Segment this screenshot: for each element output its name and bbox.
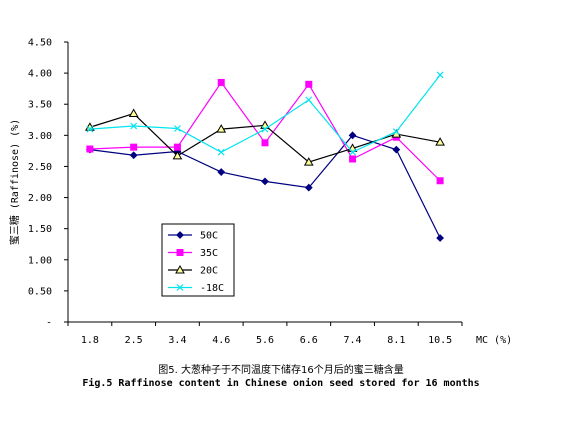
data-point-18c bbox=[86, 125, 94, 133]
marker-stroke bbox=[217, 148, 225, 156]
marker-stroke bbox=[176, 284, 184, 291]
legend-swatch-marker bbox=[176, 231, 184, 239]
x-tick-label: 8.1 bbox=[387, 335, 405, 346]
data-point-50c bbox=[304, 183, 313, 192]
legend-entry: 20C bbox=[168, 264, 218, 277]
data-point-20c bbox=[172, 150, 183, 160]
data-point-20c bbox=[128, 108, 139, 118]
marker-stroke bbox=[305, 96, 313, 104]
data-point-18c bbox=[436, 71, 444, 79]
series-line-35c bbox=[89, 81, 441, 182]
x-tick-label: 10.5 bbox=[428, 335, 452, 346]
marker-stroke bbox=[130, 122, 138, 130]
data-point-18c bbox=[261, 125, 269, 133]
data-point-50c bbox=[129, 151, 138, 160]
marker-stroke bbox=[261, 125, 269, 133]
y-tick-label: 2.50 bbox=[28, 162, 52, 173]
data-point-50c bbox=[436, 234, 445, 242]
x-tick-label: 5.6 bbox=[256, 335, 274, 346]
data-point-35c bbox=[436, 177, 444, 185]
legend-swatch-marker bbox=[176, 249, 184, 256]
y-axis-title: 蜜三糖 (Raffinose) (%) bbox=[8, 119, 21, 245]
marker-stroke bbox=[436, 71, 444, 79]
x-tick-label: 2.5 bbox=[125, 335, 143, 346]
data-point-35c bbox=[130, 143, 138, 151]
x-tick-label: 4.6 bbox=[212, 335, 230, 346]
series-20c bbox=[85, 108, 445, 166]
marker-stroke bbox=[174, 125, 181, 132]
data-point-50c bbox=[217, 168, 226, 176]
legend: 50C 35C 20C -18C bbox=[161, 223, 235, 297]
chart-axes bbox=[67, 42, 462, 323]
legend-swatch-marker bbox=[176, 284, 184, 291]
legend-swatch-marker bbox=[175, 264, 185, 274]
data-point-35c bbox=[86, 145, 94, 153]
series-line-50c bbox=[89, 134, 441, 239]
data-point-20c bbox=[216, 124, 227, 133]
y-tick-label: 3.50 bbox=[28, 100, 52, 111]
y-tick-label: 1.00 bbox=[28, 255, 52, 266]
marker-stroke bbox=[392, 128, 400, 136]
series-group bbox=[85, 71, 445, 242]
y-tick-label: 0.50 bbox=[28, 286, 52, 297]
y-tick-label: 4.00 bbox=[28, 69, 52, 80]
legend-entry: 50C bbox=[168, 231, 218, 242]
data-point-20c bbox=[435, 137, 445, 146]
series-50c bbox=[85, 131, 445, 242]
legend-label: 35C bbox=[200, 248, 218, 259]
data-point-50c bbox=[261, 177, 269, 186]
legend-entry: -18C bbox=[168, 283, 224, 294]
figure-caption-chinese: 图5. 大葱种子于不同温度下储存16个月后的蜜三糖含量 bbox=[158, 365, 404, 376]
data-point-35c bbox=[261, 139, 269, 147]
data-point-18c bbox=[174, 125, 181, 132]
data-point-35c bbox=[173, 143, 181, 151]
y-tick-label: 3.00 bbox=[28, 131, 52, 142]
y-tick-label: 1.50 bbox=[28, 224, 52, 235]
data-point-50c bbox=[392, 145, 401, 154]
legend-entry: 35C bbox=[168, 248, 218, 259]
data-point-20c bbox=[303, 157, 314, 166]
legend-label: -18C bbox=[200, 283, 224, 294]
x-tick-label: 1.8 bbox=[81, 335, 99, 346]
series-18c bbox=[86, 71, 444, 156]
marker-stroke bbox=[349, 148, 356, 156]
data-point-35c bbox=[217, 78, 225, 86]
data-point-18c bbox=[130, 122, 138, 130]
data-point-18c bbox=[392, 128, 400, 136]
figure-caption-english: Fig.5 Raffinose content in Chinese onion… bbox=[82, 378, 480, 389]
y-tick-label: 2.00 bbox=[28, 193, 52, 204]
legend-box bbox=[161, 223, 235, 297]
x-axis-ticks: 1.8 2.5 3.4 4.6 5.6 6.6 7.4 8.1 10.5 bbox=[67, 322, 463, 346]
x-tick-label: 6.6 bbox=[300, 335, 318, 346]
legend-label: 20C bbox=[200, 266, 218, 277]
x-tick-label: 7.4 bbox=[344, 335, 362, 346]
y-axis-ticks: - 0.50 1.00 1.50 2.00 2.50 3.00 3.50 4.00 4.50 bbox=[28, 38, 68, 329]
data-point-35c bbox=[349, 155, 357, 163]
data-point-18c bbox=[305, 96, 313, 104]
marker-stroke bbox=[86, 125, 94, 133]
data-point-50c bbox=[348, 131, 357, 140]
legend-label: 50C bbox=[200, 231, 218, 242]
y-tick-label: 4.50 bbox=[28, 38, 52, 49]
data-point-35c bbox=[305, 80, 313, 88]
x-tick-label: 3.4 bbox=[168, 335, 186, 346]
x-axis-title: MC (%) bbox=[476, 335, 512, 346]
y-tick-label: - bbox=[46, 318, 52, 329]
data-point-18c bbox=[349, 148, 356, 156]
series-35c bbox=[86, 78, 444, 185]
data-point-18c bbox=[217, 148, 225, 156]
